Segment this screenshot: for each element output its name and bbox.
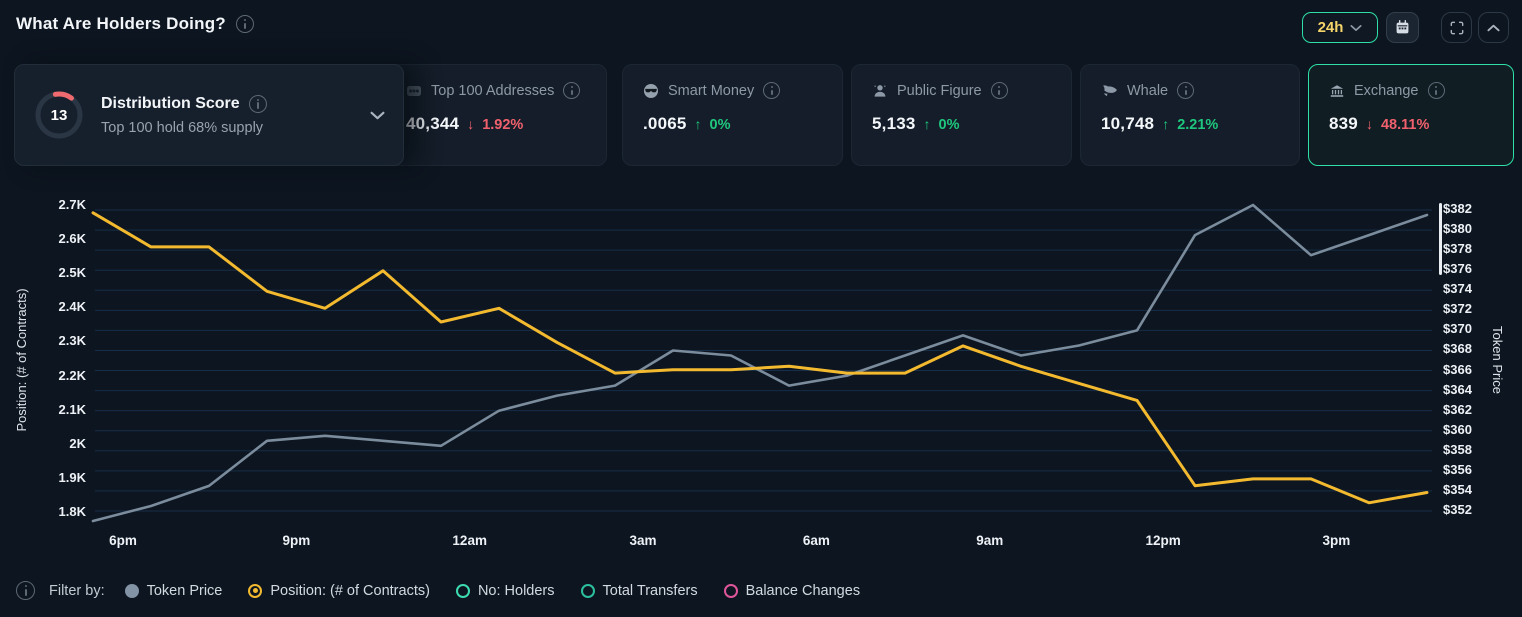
bank-icon [1329, 83, 1345, 99]
filter-item-token-price[interactable]: Token Price [124, 582, 223, 599]
time-range-dropdown[interactable]: 24h [1302, 12, 1378, 43]
info-icon[interactable] [990, 82, 1008, 99]
radio-unselected-icon [723, 583, 738, 598]
position-line [91, 211, 1429, 505]
info-icon[interactable] [1177, 82, 1195, 99]
collapse-button[interactable] [1478, 12, 1509, 43]
change-arrow-icon: ↓ [467, 116, 475, 132]
distribution-score-title: Distribution Score [101, 94, 240, 112]
stat-card-change: 0% [709, 117, 731, 133]
filter-by-label: Filter by: [49, 582, 105, 599]
change-arrow-icon: ↓ [1365, 116, 1373, 132]
chevron-down-icon [1350, 24, 1362, 32]
distribution-score-card[interactable]: 13 Distribution Score Top 100 hold 68% s… [14, 64, 404, 166]
stat-card-change: 2.21% [1177, 117, 1219, 133]
fullscreen-icon [1450, 21, 1464, 35]
filter-item-label: Token Price [146, 582, 223, 599]
filter-item-total-transfers[interactable]: Total Transfers [580, 582, 698, 599]
stat-card-label: Public Figure [897, 82, 982, 99]
filter-item-label: No: Holders [477, 582, 555, 599]
distribution-score-gauge: 13 [33, 89, 85, 141]
chevron-up-icon [1487, 24, 1500, 32]
stat-card-value: .0065 [643, 114, 687, 133]
change-arrow-icon: ↑ [694, 116, 702, 132]
filter-item-position-of-contracts[interactable]: Position: (# of Contracts) [248, 583, 430, 599]
stat-card-label: Smart Money [668, 82, 755, 99]
radio-selected-icon [248, 583, 263, 598]
radio-unselected-icon [580, 583, 595, 598]
time-range-value: 24h [1317, 19, 1344, 36]
scrollbar-thumb[interactable] [1439, 203, 1442, 275]
price-line [91, 203, 1429, 523]
stat-card-change: 1.92% [482, 117, 524, 133]
radio-unselected-icon [455, 583, 470, 598]
person-icon [872, 83, 888, 99]
filter-item-label: Position: (# of Contracts) [270, 582, 430, 599]
change-arrow-icon: ↑ [1162, 116, 1170, 132]
stat-card-smart-money[interactable]: Smart Money .0065 ↑ 0% [622, 64, 843, 166]
change-arrow-icon: ↑ [923, 116, 931, 132]
stat-card-value: 5,133 [872, 114, 916, 133]
stat-card-label: Top 100 Addresses [431, 82, 555, 99]
calendar-button[interactable] [1386, 12, 1419, 43]
info-icon[interactable] [235, 15, 254, 33]
fullscreen-button[interactable] [1441, 12, 1472, 43]
stat-card-value: 40,344 [406, 114, 460, 133]
stat-card-exchange[interactable]: Exchange 839 ↓ 48.11% [1308, 64, 1514, 166]
stat-card-public-figure[interactable]: Public Figure 5,133 ↑ 0% [851, 64, 1072, 166]
calendar-icon [1395, 20, 1410, 35]
info-icon[interactable] [1427, 82, 1445, 99]
stat-card-value: 10,748 [1101, 114, 1155, 133]
stat-card-value: 839 [1329, 114, 1358, 133]
filled-dot-icon [124, 583, 139, 598]
filter-item-balance-changes[interactable]: Balance Changes [723, 582, 861, 599]
chevron-down-icon[interactable] [370, 111, 385, 120]
filter-item-label: Balance Changes [745, 582, 861, 599]
whale-icon [1101, 84, 1118, 98]
stat-card-label: Whale [1127, 82, 1169, 99]
header-controls: 24h [1302, 12, 1509, 43]
info-icon[interactable] [563, 82, 581, 99]
page-title: What Are Holders Doing? [16, 14, 226, 33]
stat-card-label: Exchange [1354, 82, 1419, 99]
filter-item-label: Total Transfers [602, 582, 698, 599]
stat-card-top-100-addresses[interactable]: Top 100 Addresses 40,344 ↓ 1.92% [385, 64, 607, 166]
filter-item-no-holders[interactable]: No: Holders [455, 582, 555, 599]
stat-card-change: 0% [938, 117, 960, 133]
filter-bar: Filter by: Token Price Position: (# of Co… [16, 581, 872, 600]
info-icon[interactable] [16, 581, 35, 600]
sunglasses-face-icon [643, 83, 659, 99]
info-icon[interactable] [248, 94, 267, 113]
distribution-score-value: 13 [50, 106, 68, 124]
stat-card-change: 48.11% [1380, 117, 1430, 133]
info-icon[interactable] [763, 82, 781, 99]
stat-card-whale[interactable]: Whale 10,748 ↑ 2.21% [1080, 64, 1300, 166]
distribution-score-subtitle: Top 100 hold 68% supply [101, 119, 264, 136]
badge-100-icon [406, 83, 422, 99]
